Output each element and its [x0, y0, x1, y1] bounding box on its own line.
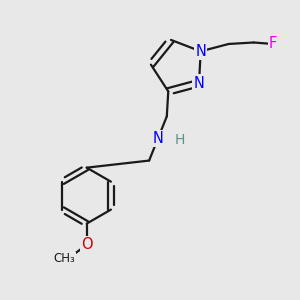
Text: F: F	[269, 37, 277, 52]
Text: H: H	[175, 133, 185, 147]
Text: O: O	[81, 237, 92, 252]
Text: N: N	[194, 76, 205, 91]
Text: CH₃: CH₃	[54, 252, 76, 266]
Text: N: N	[152, 131, 164, 146]
Text: N: N	[195, 44, 206, 59]
